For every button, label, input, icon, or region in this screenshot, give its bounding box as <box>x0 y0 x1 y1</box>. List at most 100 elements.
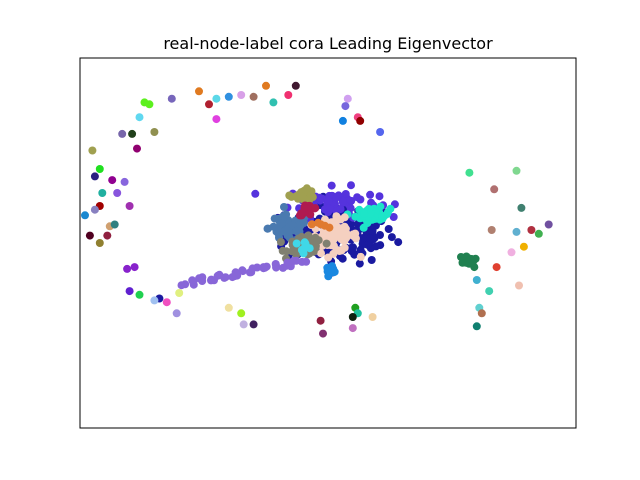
scatter-point <box>517 203 526 212</box>
scatter-point <box>338 197 347 206</box>
scatter-point <box>336 205 345 214</box>
scatter-point <box>332 193 341 202</box>
scatter-point <box>95 165 104 173</box>
scatter-point <box>302 184 311 193</box>
scatter-point <box>205 100 213 109</box>
scatter-point <box>289 257 298 265</box>
scatter-point <box>300 203 309 212</box>
scatter-point <box>103 231 112 240</box>
scatter-point <box>376 128 385 136</box>
scatter-point <box>371 242 380 251</box>
scatter-point <box>340 237 349 245</box>
scatter-point <box>324 253 333 262</box>
scatter-point <box>343 94 352 103</box>
scatter-point <box>302 257 311 266</box>
scatter-point <box>150 296 159 305</box>
scatter-point <box>162 298 171 307</box>
scatter-point <box>284 91 293 99</box>
scatter-marks <box>81 81 553 338</box>
scatter-point <box>113 189 122 197</box>
scatter-point <box>269 222 278 231</box>
scatter-point <box>90 205 99 214</box>
scatter-point <box>346 204 355 213</box>
scatter-point <box>472 276 481 284</box>
scatter-point <box>249 320 258 329</box>
scatter-point <box>239 320 248 329</box>
scatter-point <box>472 322 481 331</box>
scatter-point <box>224 303 233 312</box>
scatter-point <box>282 247 291 256</box>
scatter-point <box>90 172 99 181</box>
scatter-point <box>288 221 297 230</box>
scatter-point <box>280 203 288 211</box>
scatter-point <box>292 250 301 259</box>
scatter-point <box>326 265 335 274</box>
scatter-point <box>316 316 325 325</box>
scatter-point <box>125 202 134 210</box>
scatter-point <box>368 226 377 235</box>
scatter-point <box>237 91 246 99</box>
scatter-point <box>311 233 320 242</box>
scatter-point <box>515 281 523 290</box>
scatter-point <box>356 245 365 254</box>
scatter-point <box>135 290 144 299</box>
scatter-point <box>319 329 327 338</box>
scatter-point <box>512 166 521 175</box>
chart-title: real-node-label cora Leading Eigenvector <box>163 34 493 53</box>
scatter-point <box>367 256 376 264</box>
scatter-point <box>477 309 486 318</box>
scatter-point <box>98 189 107 197</box>
scatter-point <box>348 324 357 333</box>
scatter-point <box>353 193 362 202</box>
scatter-point <box>366 234 375 243</box>
scatter-point <box>492 263 501 272</box>
scatter-point <box>85 231 94 240</box>
scatter-point <box>262 81 270 90</box>
scatter-point <box>299 249 308 258</box>
scatter-point <box>237 309 246 318</box>
scatter-point <box>519 242 528 251</box>
scatter-point <box>341 102 350 111</box>
scatter-point <box>249 92 258 101</box>
scatter-point <box>276 220 285 229</box>
scatter-point <box>366 209 375 218</box>
scatter-point <box>133 144 141 153</box>
scatter-point <box>375 192 384 201</box>
scatter-point <box>338 228 347 237</box>
scatter-point <box>307 220 316 229</box>
scatter-point <box>465 168 474 177</box>
scatter-point <box>380 212 389 221</box>
scatter-point <box>300 238 309 247</box>
scatter-point <box>341 190 350 198</box>
scatter-point <box>253 263 262 272</box>
scatter-point <box>198 273 207 282</box>
scatter-point <box>351 229 360 238</box>
scatter-point <box>221 273 230 282</box>
scatter-point <box>269 98 278 107</box>
scatter-point <box>224 92 233 101</box>
scatter-point <box>384 225 393 233</box>
scatter-point <box>123 264 132 273</box>
scatter-point <box>512 227 521 236</box>
scatter-point <box>285 229 293 238</box>
scatter-point <box>270 214 279 223</box>
scatter-point <box>534 229 543 238</box>
scatter-point <box>135 113 144 122</box>
scatter-point <box>338 116 347 125</box>
scatter-point <box>150 128 159 136</box>
scatter-point <box>283 258 292 267</box>
scatter-point <box>355 259 364 268</box>
scatter-point <box>330 232 339 241</box>
scatter-point <box>356 252 365 261</box>
scatter-point <box>110 220 119 229</box>
scatter-point <box>322 239 331 248</box>
scatter-point <box>233 271 242 280</box>
scatter-point <box>128 129 137 138</box>
scatter-point <box>311 242 320 250</box>
scatter-point <box>238 266 247 275</box>
scatter-point <box>490 185 499 194</box>
scatter-point <box>356 116 365 125</box>
scatter-point <box>181 280 190 289</box>
scatter-point <box>487 226 496 234</box>
